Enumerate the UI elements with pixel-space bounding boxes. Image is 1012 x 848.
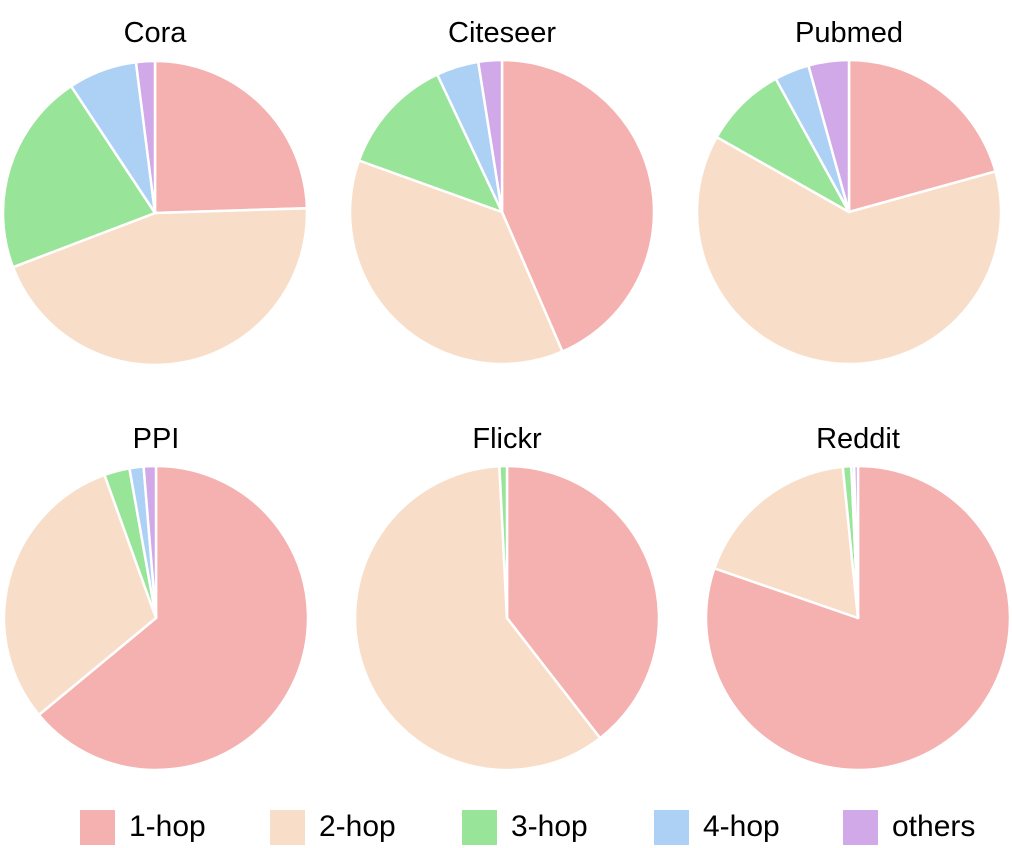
pie-slice-pubmed-2-hop: [695, 135, 1003, 366]
legend-label-2-hop: 2-hop: [319, 810, 396, 843]
pie-cora: Cora: [1, 17, 309, 367]
pie-slice-pubmed-others: [807, 58, 851, 214]
pie-slice-pubmed-3-hop: [715, 77, 851, 214]
pie-citeseer: Citeseer: [348, 17, 656, 366]
pie-title-reddit: Reddit: [816, 423, 900, 455]
legend-item-1-hop: 1-hop: [80, 806, 206, 848]
legend-item-3-hop: 3-hop: [462, 806, 588, 848]
pie-slice-cora-others: [134, 59, 157, 215]
legend-label-1-hop: 1-hop: [129, 810, 206, 843]
legend-item-others: others: [843, 806, 975, 848]
legend: 1-hop 2-hop 3-hop 4-hop others: [0, 806, 1012, 848]
legend-swatch-others: [843, 809, 878, 845]
pie-title-ppi: PPI: [133, 423, 180, 455]
pie-slice-flickr-1-hop: [505, 464, 661, 740]
legend-label-4-hop: 4-hop: [703, 810, 780, 843]
pie-slice-reddit-1-hop: [704, 464, 1012, 772]
pie-title-cora: Cora: [124, 17, 188, 49]
pie-slice-ppi-2-hop: [2, 473, 158, 717]
pie-charts: Cora Citeseer Pubmed PPI Flickr Reddit: [1, 17, 1012, 772]
pie-slice-reddit-others: [852, 464, 860, 620]
pie-slice-citeseer-others: [476, 58, 504, 214]
pie-slice-cora-3-hop: [1, 84, 157, 269]
pie-title-citeseer: Citeseer: [448, 17, 556, 49]
pie-slice-citeseer-3-hop: [357, 73, 504, 214]
pie-slice-cora-2-hop: [11, 206, 309, 367]
legend-swatch-3-hop: [462, 809, 497, 845]
pie-reddit: Reddit: [704, 423, 1012, 772]
pie-slice-citeseer-2-hop: [348, 159, 564, 366]
pie-slice-flickr-3-hop: [498, 464, 509, 620]
legend-item-4-hop: 4-hop: [654, 806, 780, 848]
pie-title-flickr: Flickr: [472, 423, 542, 455]
legend-item-2-hop: 2-hop: [270, 806, 396, 848]
pie-slice-ppi-1-hop: [37, 464, 310, 772]
pie-flickr: Flickr: [353, 423, 661, 772]
pie-slice-pubmed-1-hop: [847, 58, 997, 214]
legend-swatch-2-hop: [270, 809, 305, 845]
pie-slice-flickr-2-hop: [353, 464, 602, 772]
legend-label-3-hop: 3-hop: [511, 810, 588, 843]
pie-ppi: PPI: [2, 423, 310, 772]
pie-slice-ppi-others: [142, 464, 158, 620]
legend-label-others: others: [892, 810, 976, 843]
pie-slice-cora-1-hop: [153, 59, 309, 215]
pie-slice-citeseer-1-hop: [500, 58, 656, 353]
legend-swatch-4-hop: [654, 809, 689, 845]
legend-swatch-1-hop: [80, 809, 115, 845]
pie-pubmed: Pubmed: [695, 17, 1003, 366]
pie-slice-reddit-2-hop: [713, 465, 860, 620]
pie-title-pubmed: Pubmed: [795, 17, 903, 49]
